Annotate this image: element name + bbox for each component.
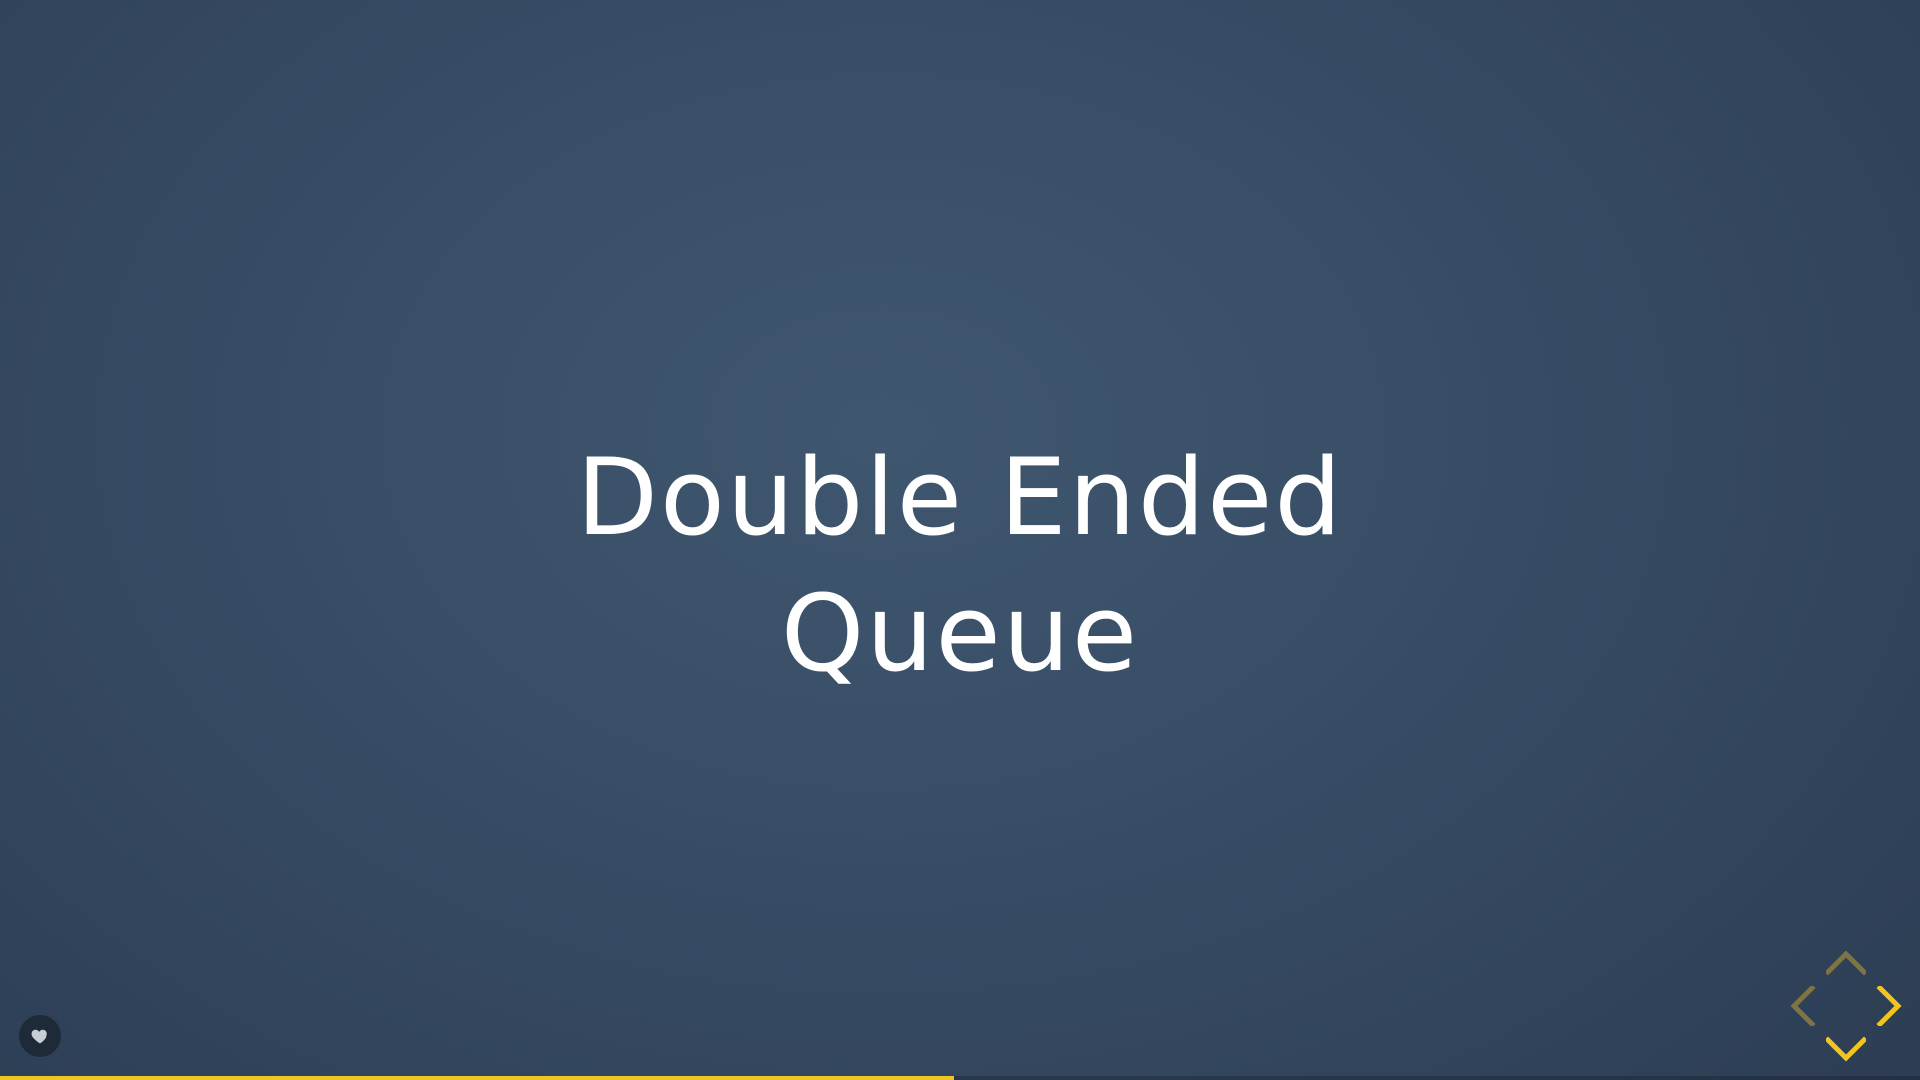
chevron-up-icon	[1826, 950, 1866, 976]
progress-bar	[0, 1076, 1920, 1080]
chevron-down-icon	[1826, 1036, 1866, 1062]
navigation-controls	[1790, 950, 1902, 1062]
navigate-up-button[interactable]	[1826, 950, 1866, 976]
slide-title-line-1: Double Ended	[576, 436, 1344, 559]
like-button[interactable]	[19, 1015, 61, 1057]
navigate-left-button[interactable]	[1790, 986, 1816, 1026]
chevron-right-icon	[1876, 986, 1902, 1026]
progress-bar-fill	[0, 1076, 955, 1080]
heart-icon	[31, 1029, 47, 1044]
navigate-right-button[interactable]	[1876, 986, 1902, 1026]
chevron-left-icon	[1790, 986, 1816, 1026]
slide-title: Double Ended Queue	[360, 430, 1560, 702]
slide-title-line-2: Queue	[780, 572, 1140, 695]
navigate-down-button[interactable]	[1826, 1036, 1866, 1062]
